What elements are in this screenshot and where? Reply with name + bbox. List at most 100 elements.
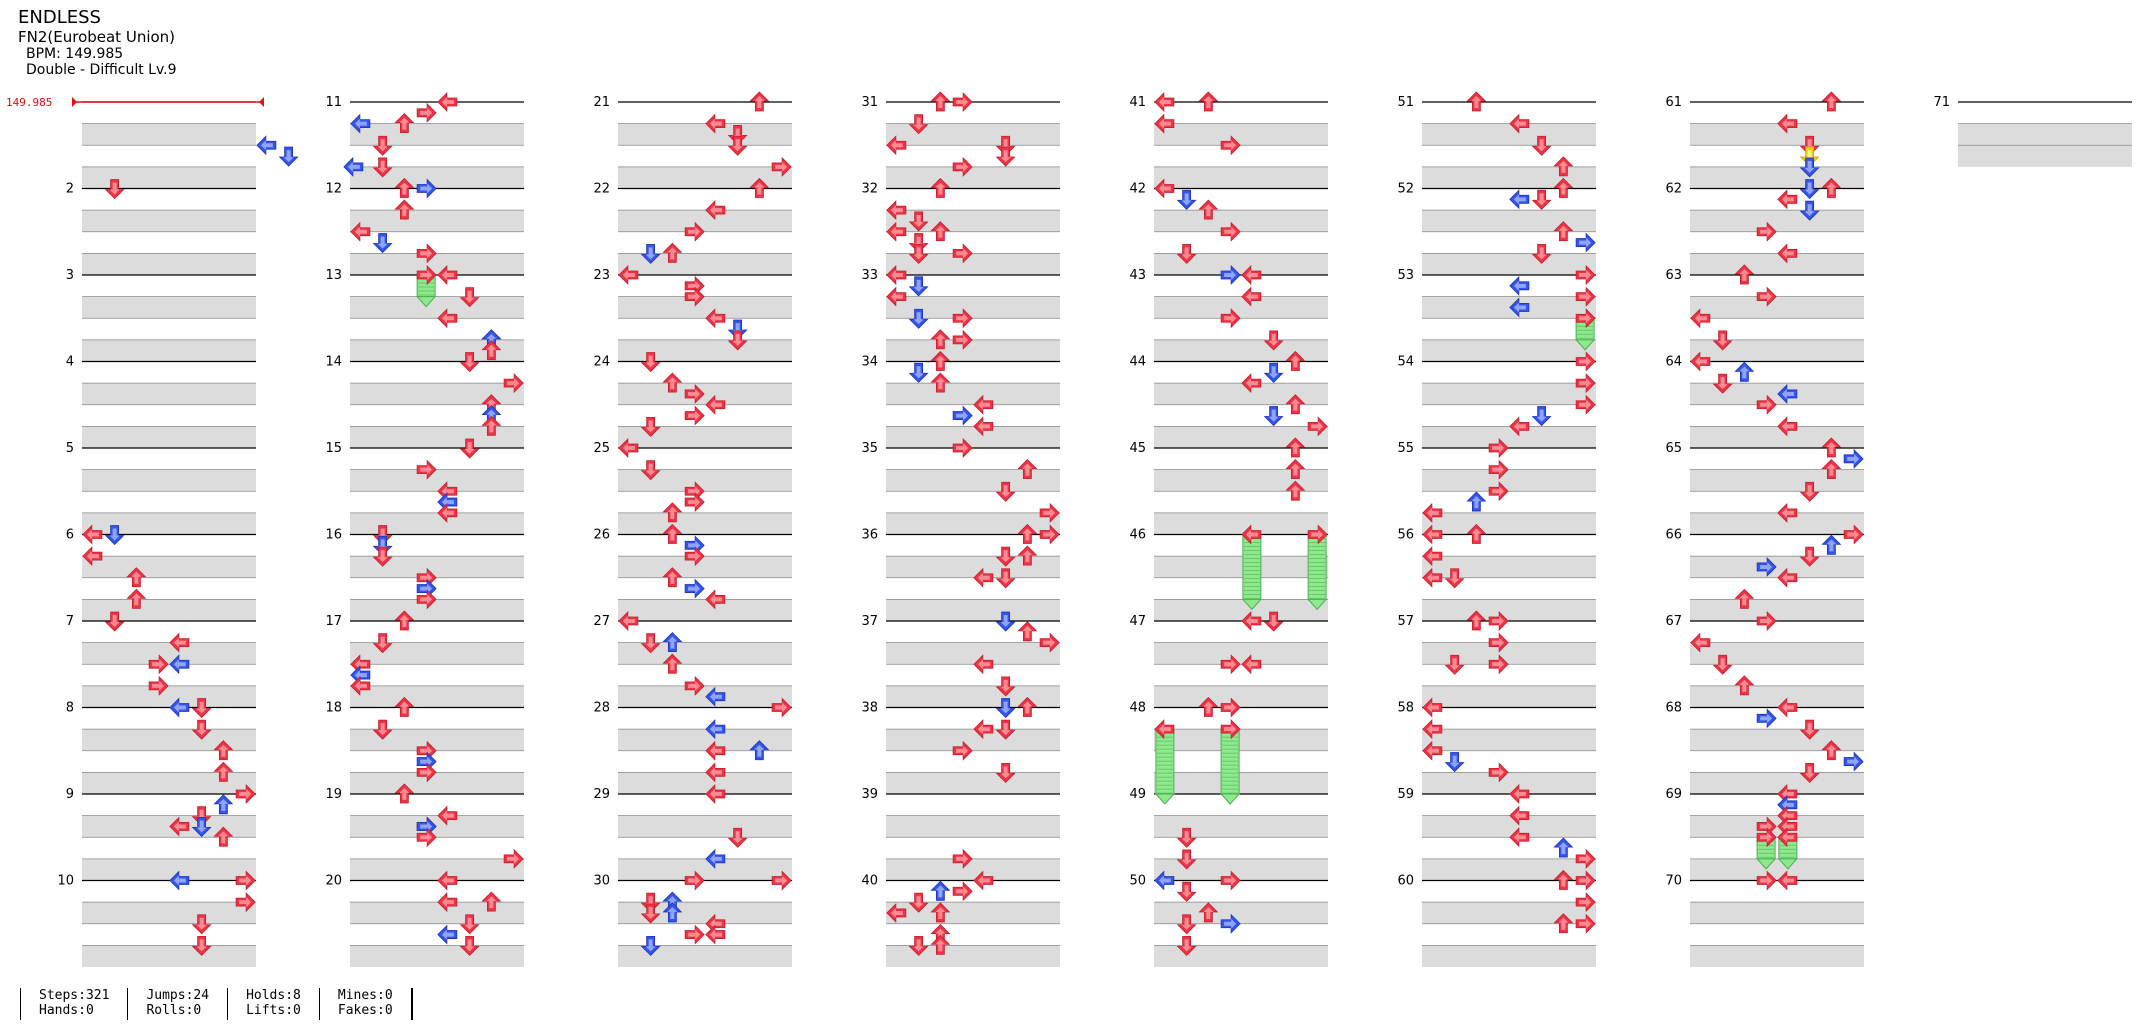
beat-shade [1154,469,1328,492]
beat-shade [1422,599,1596,621]
left-arrow-note [1777,416,1798,437]
measure-number: 38 [861,701,878,716]
beat-shade [1422,469,1596,492]
up-arrow-note [126,567,147,588]
beat-shade [1422,815,1596,838]
beat-shade [1690,210,1864,232]
measure-block [82,706,256,794]
down-arrow-note [459,914,480,935]
measure-number: 4 [66,355,74,370]
down-arrow-note [1712,330,1733,351]
left-arrow-note [705,924,726,945]
down-arrow-note [995,719,1016,740]
measure-block [350,533,524,621]
left-arrow-note [618,611,639,631]
beat-shade [618,945,792,967]
up-arrow-note [749,740,770,761]
left-arrow-note [705,784,726,804]
measure-block [1154,620,1328,708]
measure-number: 22 [593,182,610,197]
measure-block [618,879,792,967]
right-arrow-note [952,243,973,264]
measure-number: 31 [861,95,878,110]
measure-block [82,879,256,967]
beat-shade [1154,945,1328,967]
beat-shade [886,858,1060,881]
up-arrow-note [481,340,502,361]
right-arrow-note [235,870,256,891]
right-arrow-note [1220,308,1241,329]
right-arrow-note [1575,232,1596,253]
measure-block [1690,879,1864,967]
down-arrow-note [191,719,212,740]
down-arrow-note [372,719,393,740]
up-arrow-note [930,934,951,955]
left-arrow-note [350,113,371,134]
measure-number: 19 [325,787,342,802]
beat-shade [1422,296,1596,319]
measure-block [1690,360,1864,448]
measure-number: 62 [1665,182,1682,197]
left-arrow-note [705,762,726,783]
song-header: ENDLESS FN2(Eurobeat Union) BPM: 149.985… [18,7,177,78]
stats-end-divider [410,988,413,1020]
measure-block [1422,187,1596,275]
left-arrow-note [1509,784,1530,804]
down-arrow-note [640,416,661,437]
beat-shade [1422,383,1596,405]
up-arrow-note [1466,523,1487,544]
left-arrow-note [169,870,190,891]
beat-shade [886,339,1060,362]
mode-title: ENDLESS [18,7,101,28]
step-chart: 2345678910111213141516171819202122232425… [57,91,2132,967]
beat-shade [350,123,524,146]
up-arrow-note [1466,610,1487,631]
down-arrow-note [1176,849,1197,870]
left-arrow-note [618,265,639,285]
left-arrow-note [1241,524,1262,545]
beat-shade [350,339,524,362]
measure-number: 51 [1397,95,1414,110]
measure-block [82,620,256,708]
measure-number: 28 [593,701,610,716]
beat-shade [1154,512,1328,535]
right-arrow-note [416,265,437,285]
measure-number: 57 [1397,614,1414,629]
down-arrow-note [1799,157,1820,178]
down-arrow-note [1176,935,1197,956]
beat-shade [1690,512,1864,535]
measure-block [1154,447,1328,535]
right-arrow-note [684,221,705,242]
hold-note [1241,534,1262,611]
left-arrow-note [1509,275,1530,296]
measure-block [886,879,1060,967]
beat-shade [618,426,792,448]
down-arrow-note [459,438,480,459]
down-arrow-note [1531,189,1552,210]
beat-shade [618,685,792,708]
right-arrow-note [771,870,792,891]
stat-hands: Hands:0 [39,1003,94,1018]
beat-shade [618,772,792,794]
right-arrow-note [1756,221,1777,242]
measure-number: 9 [66,787,74,802]
measure-block [1154,706,1328,794]
down-arrow-note [640,935,661,956]
left-arrow-note [886,902,907,923]
left-arrow-note [1422,502,1443,523]
up-arrow-note [213,794,234,815]
left-arrow-note [1777,567,1798,588]
right-arrow-note [952,438,973,458]
measure-number: 27 [593,614,610,629]
left-arrow-note [886,135,907,156]
left-arrow-note [169,632,190,653]
measure-block [350,879,524,967]
left-arrow-note [973,416,994,437]
beat-shade [618,339,792,362]
left-arrow-note [973,394,994,415]
beat-shade [82,296,256,319]
down-arrow-note [1799,762,1820,783]
down-arrow-note [995,146,1016,167]
left-arrow-note [1690,308,1711,329]
measure-number: 46 [1129,528,1146,543]
